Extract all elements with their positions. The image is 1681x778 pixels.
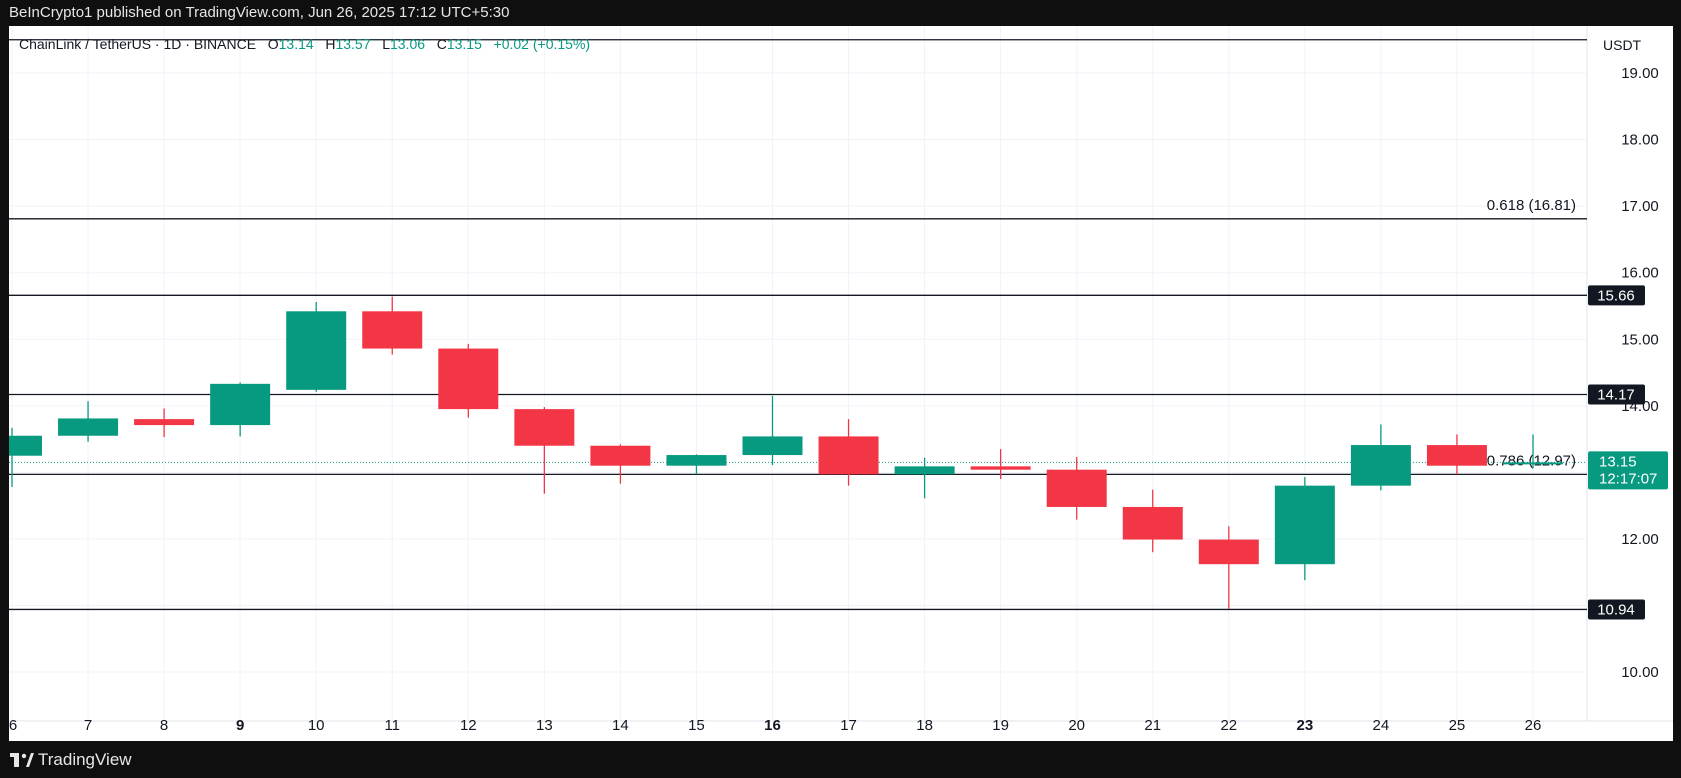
candle-body[interactable] <box>362 311 423 349</box>
x-tick-label: 22 <box>1220 717 1237 734</box>
y-tick-label: 15.00 <box>1621 331 1659 348</box>
candle-body[interactable] <box>1350 445 1411 486</box>
level-badge <box>1588 285 1645 306</box>
x-tick-label: 9 <box>236 717 244 734</box>
candle-body[interactable] <box>58 418 119 436</box>
candle-body[interactable] <box>514 409 575 446</box>
candle-body[interactable] <box>134 419 195 426</box>
y-tick-label: 17.00 <box>1621 198 1659 215</box>
level-badge-label: 10.94 <box>1597 601 1635 618</box>
low-label: L <box>382 36 390 52</box>
symbol-legend: ChainLink / TetherUS · 1D · BINANCE O13.… <box>19 36 590 52</box>
candle-body[interactable] <box>1503 462 1563 465</box>
fib-level-label: 0.786 (12.97) <box>1487 452 1576 469</box>
close-value: 13.15 <box>446 36 482 52</box>
x-tick-label: 12 <box>460 717 477 734</box>
candle-body[interactable] <box>1426 445 1487 466</box>
countdown-label: 12:17:07 <box>1599 470 1657 487</box>
x-tick-label: 18 <box>916 717 933 734</box>
footer-brand: TradingView <box>38 750 132 769</box>
candle-body[interactable] <box>210 383 271 426</box>
x-tick-label: 7 <box>84 717 92 734</box>
candle-body[interactable] <box>970 466 1031 470</box>
x-tick-label: 25 <box>1449 717 1466 734</box>
x-tick-label: 16 <box>764 717 781 734</box>
change-value: +0.02 (+0.15%) <box>493 36 591 52</box>
price-unit[interactable]: USDT <box>1603 37 1642 53</box>
candle-body[interactable] <box>1274 485 1335 565</box>
open-value: 13.14 <box>278 36 314 52</box>
y-tick-label: 18.00 <box>1621 132 1659 149</box>
low-value: 13.06 <box>389 36 426 52</box>
candle-body[interactable] <box>1122 506 1183 540</box>
level-badge-label: 14.17 <box>1597 386 1635 403</box>
candle-body[interactable] <box>1046 469 1107 507</box>
x-tick-label: 15 <box>688 717 705 734</box>
bottom-bar: TradingView <box>0 741 1681 778</box>
symbol-name[interactable]: ChainLink / TetherUS · 1D · BINANCE <box>19 36 257 52</box>
candle-body[interactable] <box>438 348 499 410</box>
candle-body[interactable] <box>666 455 727 466</box>
open-label: O <box>267 36 279 52</box>
x-tick-label: 20 <box>1068 717 1085 734</box>
level-badge <box>1588 599 1645 620</box>
current-price-badge <box>1588 451 1668 490</box>
x-tick-label: 8 <box>160 717 168 734</box>
candle-body[interactable] <box>1198 539 1259 565</box>
published-text: BeInCrypto1 published on TradingView.com… <box>9 4 510 21</box>
candle-body[interactable] <box>286 311 347 390</box>
x-tick-label: 6 <box>9 717 17 734</box>
x-tick-label: 10 <box>308 717 325 734</box>
x-tick-label: 19 <box>992 717 1009 734</box>
x-tick-label: 21 <box>1144 717 1161 734</box>
close-label: C <box>436 36 447 52</box>
x-tick-label: 14 <box>612 717 629 734</box>
y-tick-label: 16.00 <box>1621 265 1659 282</box>
fib-level-label: 0.618 (16.81) <box>1487 197 1576 214</box>
level-badge <box>1588 384 1645 405</box>
y-tick-label: 10.00 <box>1621 664 1659 681</box>
x-tick-label: 26 <box>1525 717 1542 734</box>
candle-body[interactable] <box>9 435 42 456</box>
candle-body[interactable] <box>742 436 803 456</box>
candle-body[interactable] <box>894 466 955 475</box>
tradingview-logo-icon <box>10 753 34 767</box>
current-price-label: 13.15 <box>1599 453 1637 470</box>
x-tick-label: 23 <box>1297 717 1314 734</box>
x-tick-label: 24 <box>1373 717 1390 734</box>
candle-body[interactable] <box>590 445 651 466</box>
x-tick-label: 17 <box>840 717 857 734</box>
y-tick-label: 19.00 <box>1621 65 1659 82</box>
candle-body[interactable] <box>818 436 879 475</box>
high-value: 13.57 <box>335 36 371 52</box>
y-tick-label: 12.00 <box>1621 531 1659 548</box>
x-tick-label: 13 <box>536 717 553 734</box>
level-badge-label: 15.66 <box>1597 287 1635 304</box>
x-tick-label: 11 <box>384 717 400 734</box>
top-bar: BeInCrypto1 published on TradingView.com… <box>0 0 1681 26</box>
high-label: H <box>325 36 336 52</box>
